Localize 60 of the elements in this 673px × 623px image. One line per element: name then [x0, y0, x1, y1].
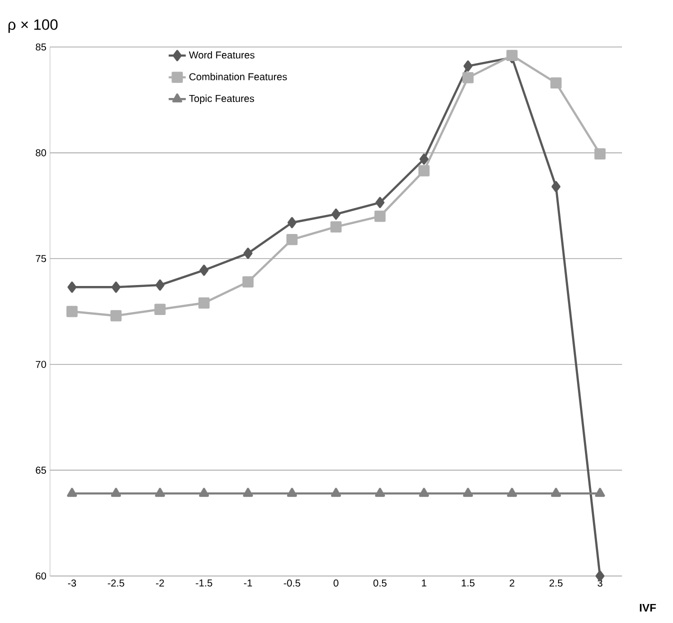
point — [286, 234, 298, 246]
y-tick-label: 85 — [36, 43, 46, 51]
point — [111, 488, 121, 497]
x-tick-label: 2 — [510, 580, 514, 586]
x-tick-label: 1 — [422, 580, 426, 586]
x-tick-label: -0.5 — [284, 580, 300, 587]
point — [155, 488, 165, 497]
x-tick-label: 2.5 — [550, 580, 563, 587]
y-tick-label: 75 — [36, 255, 46, 262]
y-tick-label: 70 — [36, 360, 46, 368]
point — [464, 60, 472, 72]
y-tick-label: 65 — [36, 466, 46, 474]
point — [331, 488, 341, 497]
point — [287, 488, 297, 497]
point — [199, 488, 209, 497]
x-tick-label: 0.5 — [373, 580, 387, 587]
point — [156, 279, 164, 291]
point — [462, 72, 474, 84]
point — [376, 196, 384, 208]
point — [375, 488, 385, 497]
legend-label: Topic Features — [189, 94, 254, 104]
point — [288, 217, 296, 228]
point — [419, 488, 429, 497]
point — [418, 165, 430, 176]
point — [506, 488, 517, 497]
point — [420, 154, 428, 165]
x-tick-label: -2 — [156, 580, 164, 586]
y-axis-title: ρ × 100 — [8, 19, 58, 33]
point — [67, 488, 77, 497]
point — [463, 488, 473, 497]
point — [154, 304, 166, 315]
point — [550, 488, 561, 497]
x-tick-label: -1.5 — [196, 580, 212, 586]
point — [596, 570, 604, 582]
point — [200, 264, 208, 276]
point — [244, 248, 252, 259]
point — [68, 282, 76, 293]
y-tick-label: 60 — [36, 572, 46, 580]
x-tick-label: -1 — [244, 580, 252, 586]
point — [330, 221, 342, 232]
point — [112, 282, 120, 293]
y-tick-label: 80 — [36, 149, 46, 156]
point — [594, 148, 606, 160]
point — [242, 276, 254, 288]
legend-label: Combination Features — [189, 72, 287, 80]
point — [594, 488, 605, 497]
point — [110, 310, 122, 322]
point — [550, 77, 562, 89]
point — [552, 181, 560, 192]
x-tick-label: -2.5 — [108, 580, 124, 587]
point — [198, 297, 210, 309]
legend-label: Word Features — [188, 51, 254, 59]
x-tick-label: 0 — [334, 580, 338, 587]
point — [66, 306, 78, 318]
point — [374, 210, 386, 222]
x-tick-label: 1.5 — [462, 580, 475, 586]
point — [243, 488, 253, 497]
x-tick-label: -3 — [68, 580, 76, 587]
x-axis-title: IVF — [640, 604, 656, 612]
point — [332, 208, 340, 220]
